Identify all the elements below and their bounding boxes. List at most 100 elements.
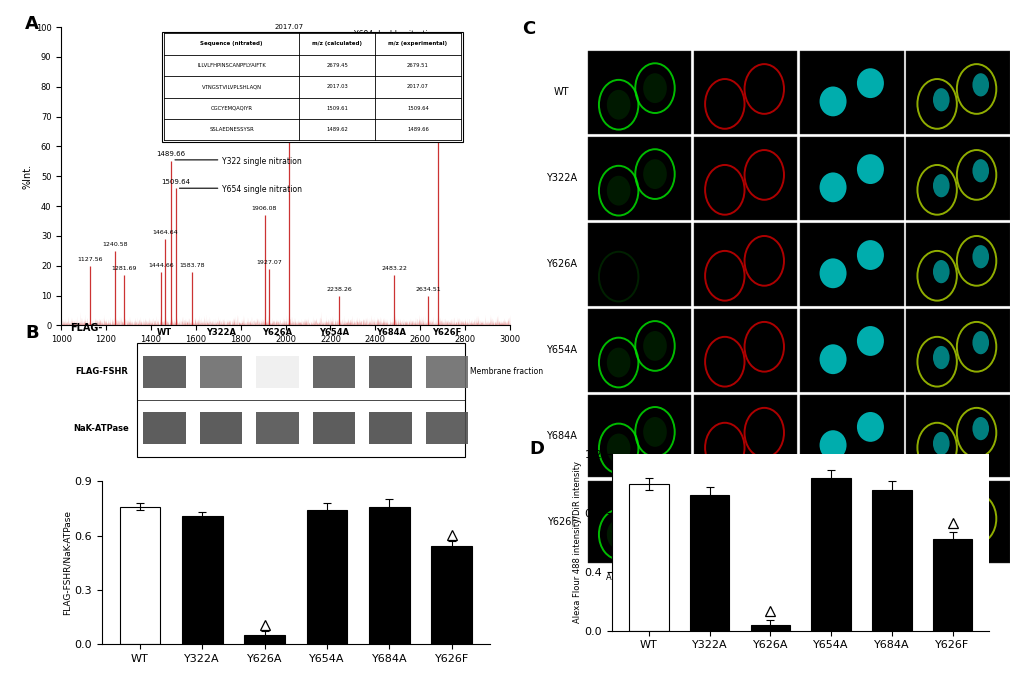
Text: m/z (calculated): m/z (calculated) xyxy=(312,41,362,46)
Bar xyxy=(587,223,691,306)
Bar xyxy=(426,412,468,444)
Text: 1906.08: 1906.08 xyxy=(252,207,277,212)
Bar xyxy=(143,412,185,444)
Bar xyxy=(200,356,243,388)
Text: 1240.58: 1240.58 xyxy=(102,242,127,247)
Text: 2679.45: 2679.45 xyxy=(326,63,347,68)
Bar xyxy=(799,51,903,134)
Bar xyxy=(200,412,243,444)
Text: Y626A: Y626A xyxy=(262,327,292,336)
Ellipse shape xyxy=(818,516,846,546)
Ellipse shape xyxy=(971,331,988,354)
Bar xyxy=(693,481,797,563)
Text: Y654A: Y654A xyxy=(319,327,348,336)
Bar xyxy=(905,395,1009,477)
Ellipse shape xyxy=(606,89,630,119)
Ellipse shape xyxy=(856,154,883,184)
Y-axis label: %Int.: %Int. xyxy=(22,163,33,189)
Text: Y626A: Y626A xyxy=(546,259,577,269)
Ellipse shape xyxy=(971,73,988,96)
Bar xyxy=(629,483,668,631)
Bar xyxy=(426,356,468,388)
Bar xyxy=(871,490,911,631)
Bar xyxy=(693,51,797,134)
Bar xyxy=(799,308,903,392)
Text: 1509.64: 1509.64 xyxy=(161,179,190,185)
Bar xyxy=(799,137,903,220)
Ellipse shape xyxy=(856,240,883,270)
Text: 1464.64: 1464.64 xyxy=(153,231,178,235)
Text: WT: WT xyxy=(553,87,569,97)
Text: C: C xyxy=(522,20,535,39)
Text: Y322A: Y322A xyxy=(206,327,235,336)
Ellipse shape xyxy=(606,519,630,549)
Bar xyxy=(369,356,412,388)
Bar xyxy=(905,51,1009,134)
Bar xyxy=(689,496,729,631)
Text: Y684A: Y684A xyxy=(375,327,406,336)
X-axis label: m/z: m/z xyxy=(276,347,294,357)
Text: Hoechst 33258: Hoechst 33258 xyxy=(819,572,882,582)
Bar xyxy=(313,356,355,388)
Text: 2017.07: 2017.07 xyxy=(407,84,429,89)
Text: VTNGSTVILVPLSHLAQN: VTNGSTVILVPLSHLAQN xyxy=(202,84,262,89)
Ellipse shape xyxy=(971,503,988,526)
Ellipse shape xyxy=(643,331,666,361)
Ellipse shape xyxy=(818,172,846,202)
Text: CGCYEMQAQIYR: CGCYEMQAQIYR xyxy=(211,106,253,111)
Ellipse shape xyxy=(606,176,630,205)
Text: Alexa Flour 488: Alexa Flour 488 xyxy=(606,572,672,582)
Text: Y626F: Y626F xyxy=(546,517,576,527)
Text: 1927.07: 1927.07 xyxy=(256,260,282,265)
Bar xyxy=(905,481,1009,563)
Text: FLAG-: FLAG- xyxy=(70,323,103,333)
Ellipse shape xyxy=(932,432,949,455)
Bar xyxy=(181,516,222,644)
Y-axis label: Alexa Flour 488 intensity/DiR intensity: Alexa Flour 488 intensity/DiR intensity xyxy=(573,462,581,623)
Text: 2017.03: 2017.03 xyxy=(326,84,347,89)
Bar xyxy=(810,478,850,631)
Bar xyxy=(369,506,410,644)
Text: 1509.61: 1509.61 xyxy=(326,106,347,111)
Y-axis label: FLAG-FSHR/NaK-ATPase: FLAG-FSHR/NaK-ATPase xyxy=(63,511,71,615)
Bar xyxy=(587,481,691,563)
Text: Y654A: Y654A xyxy=(546,345,577,355)
Text: Y322A: Y322A xyxy=(545,174,577,183)
Bar xyxy=(750,624,790,631)
Text: 1444.66: 1444.66 xyxy=(148,263,173,268)
Bar xyxy=(587,308,691,392)
Text: NaK-ATPase: NaK-ATPase xyxy=(72,424,128,433)
Text: Y322 single nitration: Y322 single nitration xyxy=(221,157,301,166)
Bar xyxy=(905,223,1009,306)
Ellipse shape xyxy=(643,503,666,533)
Ellipse shape xyxy=(971,159,988,182)
Text: 1281.69: 1281.69 xyxy=(111,266,137,271)
Text: SSLAEDNESSYSR: SSLAEDNESSYSR xyxy=(209,127,254,132)
Ellipse shape xyxy=(856,68,883,98)
Text: 1489.62: 1489.62 xyxy=(326,127,347,132)
Ellipse shape xyxy=(932,260,949,283)
Ellipse shape xyxy=(932,174,949,197)
Text: FLAG-FSHR: FLAG-FSHR xyxy=(75,367,128,376)
Bar xyxy=(799,481,903,563)
Ellipse shape xyxy=(818,431,846,460)
Bar xyxy=(138,342,465,458)
Ellipse shape xyxy=(932,88,949,111)
Bar xyxy=(693,308,797,392)
Bar xyxy=(587,395,691,477)
Ellipse shape xyxy=(643,73,666,103)
Text: Y654 single nitration: Y654 single nitration xyxy=(221,185,302,194)
Ellipse shape xyxy=(856,412,883,442)
Ellipse shape xyxy=(932,346,949,369)
Bar xyxy=(245,635,284,644)
Bar xyxy=(431,546,472,644)
Ellipse shape xyxy=(818,344,846,374)
Text: WT: WT xyxy=(157,327,172,336)
Bar xyxy=(256,356,299,388)
Text: 1509.64: 1509.64 xyxy=(407,106,429,111)
Text: Membrane fraction: Membrane fraction xyxy=(469,367,542,376)
Text: 1489.66: 1489.66 xyxy=(407,127,429,132)
Text: A: A xyxy=(25,15,39,33)
Ellipse shape xyxy=(971,245,988,268)
Text: 1583.78: 1583.78 xyxy=(179,263,205,268)
